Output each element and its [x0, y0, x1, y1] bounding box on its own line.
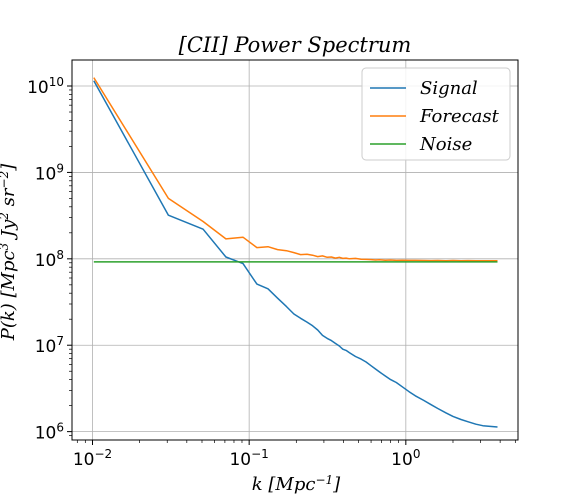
legend-box: [361, 67, 511, 161]
y-axis-label: P(k) [Mpc3 Jy2 sr−2]: [0, 163, 19, 342]
plot-frame: [71, 59, 519, 441]
series-line-signal: [93, 80, 498, 428]
y-tick-label: 106: [35, 421, 64, 444]
y-tick-label: 108: [35, 248, 64, 271]
y-tick-label: 107: [35, 334, 64, 357]
x-tick-label: 10−1: [229, 447, 268, 470]
legend-label-signal: Signal: [420, 78, 478, 99]
y-tick-label: 1010: [27, 75, 64, 98]
x-axis-label: k [Mpc−1]: [252, 473, 341, 495]
legend-label-forecast: Forecast: [419, 106, 500, 127]
x-tick-label: 100: [391, 447, 420, 470]
axis-ticks: 10−2 10−1 100 106 107 108 109 1010: [27, 75, 516, 470]
x-tick-label: 10−2: [73, 447, 112, 470]
series-line-forecast: [93, 77, 498, 262]
chart-title: [CII] Power Spectrum: [179, 33, 412, 57]
y-tick-label: 109: [35, 161, 64, 184]
legend-label-noise: Noise: [419, 134, 472, 155]
series-lines: [93, 77, 498, 428]
legend: Signal Forecast Noise: [361, 67, 511, 161]
